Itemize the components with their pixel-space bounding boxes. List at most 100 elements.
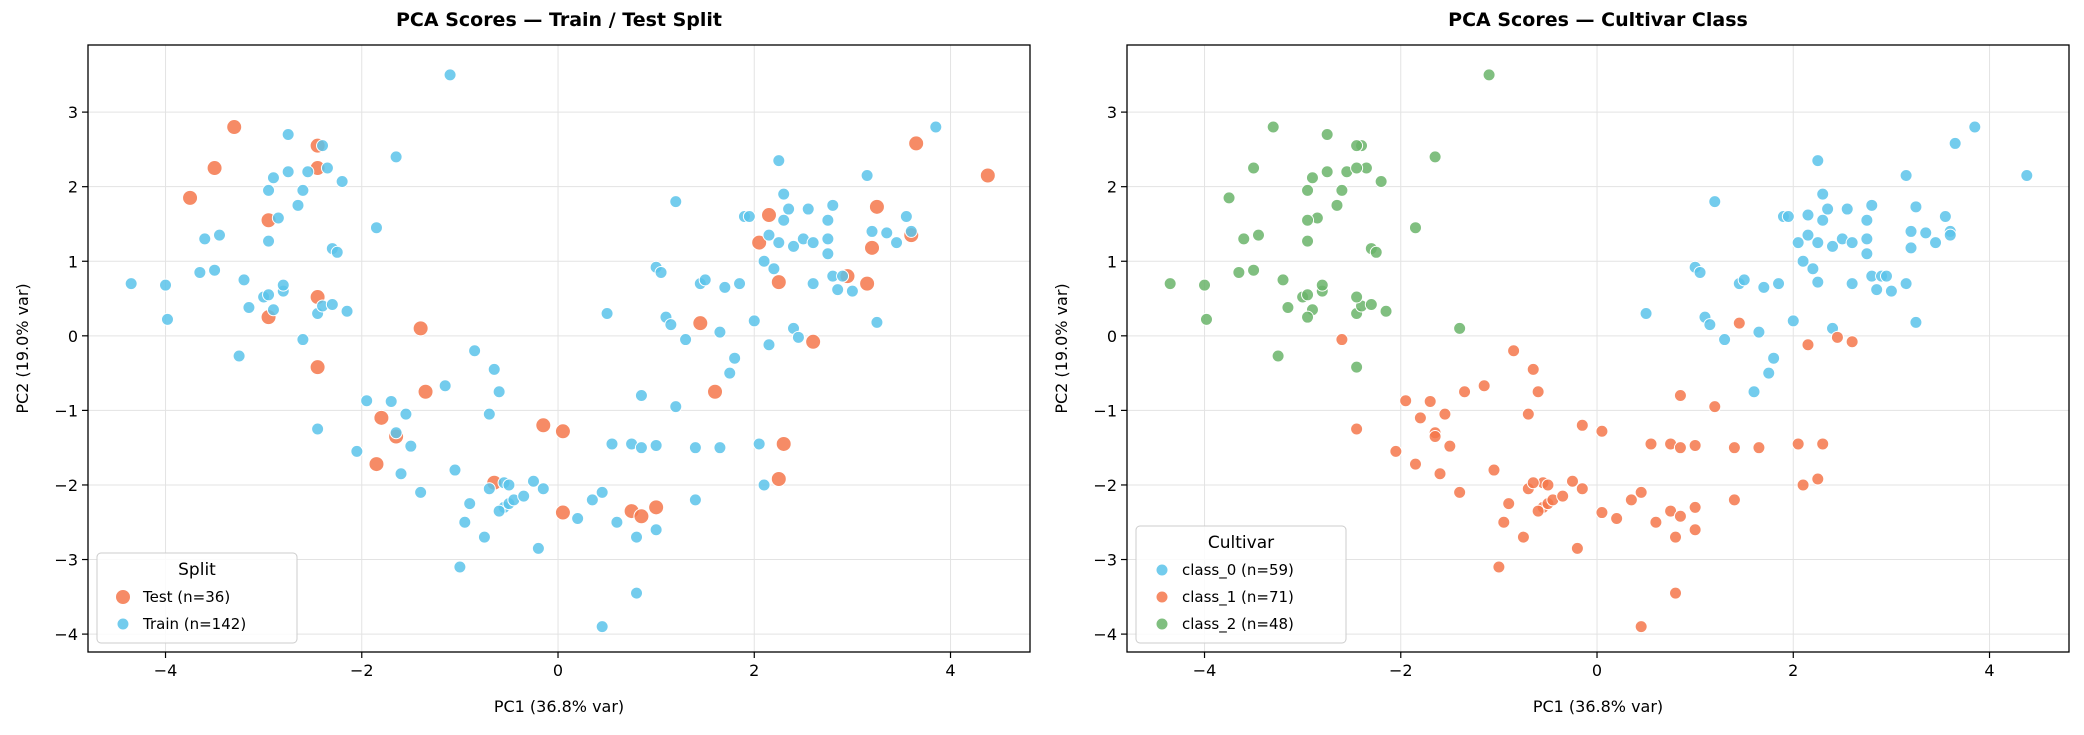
scatter-point xyxy=(226,119,243,136)
y-tick-label: −3 xyxy=(1093,551,1117,570)
scatter-point xyxy=(232,349,246,363)
scatter-point xyxy=(762,228,776,242)
scatter-point xyxy=(1575,482,1589,496)
scatter-point xyxy=(1772,277,1786,291)
scatter-point xyxy=(417,383,434,400)
scatter-point xyxy=(1408,457,1422,471)
scatter-point xyxy=(1276,273,1290,287)
scatter-point xyxy=(1453,321,1467,335)
scatter-point xyxy=(296,333,310,347)
scatter-point xyxy=(1703,318,1717,332)
scatter-point xyxy=(301,165,315,179)
scatter-point xyxy=(929,120,943,134)
scatter-point xyxy=(870,315,884,329)
scatter-point xyxy=(1526,476,1540,490)
legend-label: Test (n=36) xyxy=(142,588,230,606)
scatter-point xyxy=(1781,210,1795,224)
scatter-point xyxy=(296,183,310,197)
scatter-point xyxy=(757,478,771,492)
scatter-point xyxy=(1502,497,1516,511)
scatter-point xyxy=(468,344,482,358)
scatter-point xyxy=(751,234,768,251)
scatter-point xyxy=(1497,515,1511,529)
y-tick-label: −1 xyxy=(54,401,78,420)
chart-title: PCA Scores — Cultivar Class xyxy=(1448,9,1748,31)
y-tick-label: −2 xyxy=(1093,476,1117,495)
scatter-point xyxy=(1693,265,1707,279)
scatter-point xyxy=(1830,330,1844,344)
scatter-point xyxy=(801,202,815,216)
scatter-point xyxy=(1281,300,1295,314)
scatter-point xyxy=(1458,385,1472,399)
scatter-point xyxy=(742,210,756,224)
scatter-point xyxy=(767,262,781,276)
scatter-point xyxy=(453,560,467,574)
scatter-point xyxy=(770,470,787,487)
scatter-point xyxy=(1752,441,1766,455)
scatter-point xyxy=(1301,183,1315,197)
scatter-point xyxy=(692,315,709,332)
scatter-point xyxy=(1826,239,1840,253)
scatter-point xyxy=(654,265,668,279)
scatter-point xyxy=(1521,407,1535,421)
scatter-point xyxy=(1899,277,1913,291)
legend-marker xyxy=(115,589,131,605)
scatter-point xyxy=(1526,362,1540,376)
scatter-point xyxy=(414,485,428,499)
scatter-point xyxy=(482,482,496,496)
scatter-point xyxy=(1688,500,1702,514)
scatter-point xyxy=(1811,472,1825,486)
scatter-point xyxy=(1507,344,1521,358)
scatter-point xyxy=(554,504,571,521)
scatter-point xyxy=(649,523,663,537)
x-tick-label: 4 xyxy=(945,661,955,680)
scatter-point xyxy=(595,620,609,634)
scatter-point xyxy=(1364,298,1378,312)
scatter-point xyxy=(1374,174,1388,188)
scatter-point xyxy=(1879,269,1893,283)
scatter-point xyxy=(463,497,477,511)
scatter-point xyxy=(212,228,226,242)
scatter-point xyxy=(309,359,326,376)
scatter-point xyxy=(316,139,330,153)
scatter-point xyxy=(1541,478,1555,492)
x-axis-label: PC1 (36.8% var) xyxy=(1533,697,1663,716)
y-tick-label: 2 xyxy=(1107,178,1117,197)
chart-panel: PCA Scores — Cultivar Class −4 −2 0 2 4 −4 −3 −2… xyxy=(1052,9,2070,716)
scatter-point xyxy=(633,508,650,525)
scatter-point xyxy=(733,277,747,291)
scatter-point xyxy=(760,207,777,224)
scatter-point xyxy=(1884,284,1898,298)
scatter-point xyxy=(281,127,295,141)
scatter-point xyxy=(1531,504,1545,518)
scatter-point xyxy=(630,530,644,544)
legend-title: Split xyxy=(178,560,216,580)
scatter-point xyxy=(826,198,840,212)
scatter-point xyxy=(1968,120,1982,134)
scatter-point xyxy=(1335,333,1349,347)
scatter-point xyxy=(325,298,339,312)
scatter-point xyxy=(845,284,859,298)
scatter-point xyxy=(159,278,173,292)
scatter-point xyxy=(1747,385,1761,399)
scatter-point xyxy=(160,312,174,326)
scatter-point xyxy=(1796,478,1810,492)
scatter-point xyxy=(1688,523,1702,537)
scatter-point xyxy=(1232,265,1246,279)
scatter-point xyxy=(1492,560,1506,574)
scatter-point xyxy=(1811,154,1825,168)
scatter-point xyxy=(1575,418,1589,432)
scatter-point xyxy=(1919,226,1933,240)
y-tick-label: 3 xyxy=(1107,103,1117,122)
y-axis-label: PC2 (19.0% var) xyxy=(13,283,32,413)
y-tick-label: 0 xyxy=(1107,327,1117,346)
scatter-point xyxy=(554,423,571,440)
x-tick-label: −2 xyxy=(350,661,374,680)
scatter-point xyxy=(1669,530,1683,544)
scatter-point xyxy=(1531,385,1545,399)
scatter-point xyxy=(595,485,609,499)
scatter-point xyxy=(526,474,540,488)
scatter-point xyxy=(262,183,276,197)
scatter-point xyxy=(266,303,280,317)
scatter-point xyxy=(1369,245,1383,259)
